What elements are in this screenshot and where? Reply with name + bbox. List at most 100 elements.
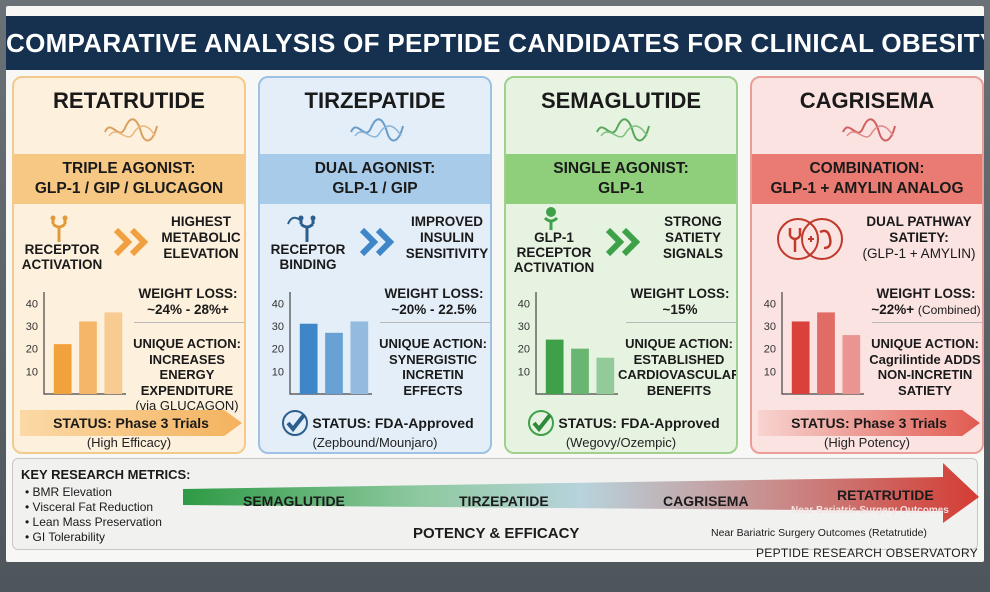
chart-bar xyxy=(104,312,123,394)
molecule-icon xyxy=(596,118,650,142)
status-subtext: (Zepbound/Mounjaro) xyxy=(312,435,438,450)
chart-axis xyxy=(535,292,618,395)
activation-line: BINDING xyxy=(279,257,337,272)
chart-bar xyxy=(299,323,318,394)
activation-line: RECEPTOR xyxy=(516,245,592,260)
mechanism-line: GLP-1 / GIP / GLUCAGON xyxy=(34,180,224,197)
chart-bar xyxy=(350,321,369,394)
unique-action-line: NON-INCRETIN xyxy=(877,367,973,382)
near-bariatric-note: Near Bariatric Surgery Outcomes (Retatru… xyxy=(711,527,927,539)
unique-action-line: Cagrilintide ADDS xyxy=(869,351,981,367)
unique-action-label: UNIQUE ACTION: Cagrilintide ADDS NON-INC… xyxy=(864,336,982,398)
y-tick-label: 30 xyxy=(26,321,38,333)
receptor-icon xyxy=(50,215,68,242)
weight-loss-title: WEIGHT LOSS: xyxy=(876,286,976,301)
weight-loss-value: ~15% xyxy=(662,302,698,317)
unique-action-line: INCREASES ENERGY xyxy=(149,351,225,383)
candidate-cards: RETATRUTIDE TRIPLE AGONIST: GLP-1 / GIP … xyxy=(10,76,984,456)
page-title: COMPARATIVE ANALYSIS OF PEPTIDE CANDIDAT… xyxy=(6,16,984,70)
weight-loss-title: WEIGHT LOSS: xyxy=(384,286,484,301)
mechanism-band: DUAL AGONIST: GLP-1 / GIP xyxy=(260,154,490,204)
weight-loss-value: ~20% - 22.5% xyxy=(391,302,477,317)
scale-label-tirzepatide: TIRZEPATIDE xyxy=(459,493,549,509)
activation-row: DUAL PATHWAY SATIETY: (GLP-1 + AMYLIN) xyxy=(752,206,982,278)
scale-axis-label: POTENCY & EFFICACY xyxy=(413,525,580,542)
molecule-icon xyxy=(104,118,158,142)
highlight-line: (GLP-1 + AMYLIN) xyxy=(862,246,976,261)
card-title: SEMAGLUTIDE xyxy=(540,88,702,113)
dual-pathway-icon xyxy=(777,218,843,260)
weight-loss-chart: 10 20 30 40 xyxy=(26,292,126,395)
infographic-frame: COMPARATIVE ANALYSIS OF PEPTIDE CANDIDAT… xyxy=(6,6,984,562)
chart-bar xyxy=(545,339,564,394)
y-tick-label: 40 xyxy=(518,298,530,310)
y-tick-label: 10 xyxy=(272,366,284,378)
list-item: Visceral Fat Reduction xyxy=(25,500,162,515)
list-item: GI Tolerability xyxy=(25,530,162,545)
y-tick-label: 30 xyxy=(764,321,776,333)
divider xyxy=(380,322,490,323)
unique-action-line: EXPENDITURE xyxy=(140,382,234,398)
y-tick-label: 10 xyxy=(518,366,530,378)
unique-action-line: CARDIOVASCULAR xyxy=(618,367,738,382)
chart-bar xyxy=(79,321,97,394)
activation-row: GLP-1 RECEPTOR ACTIVATION STRONG SATIETY… xyxy=(506,206,736,278)
mechanism-line: COMBINATION: xyxy=(809,160,925,177)
receptor-binding-icon xyxy=(287,215,316,242)
mechanism-line: GLP-1 xyxy=(598,180,644,197)
card-cagrisema: CAGRISEMA COMBINATION: GLP-1 + AMYLIN AN… xyxy=(750,76,984,454)
unique-action-line: SATIETY xyxy=(898,382,952,398)
chart-bar xyxy=(325,332,343,394)
unique-action-line: BENEFITS xyxy=(646,382,712,398)
activation-line: ACTIVATION xyxy=(21,257,103,272)
mechanism-line: SINGLE AGONIST: xyxy=(553,160,689,177)
highlight-text: IMPROVED INSULIN SENSITIVITY xyxy=(402,214,490,262)
unique-action-line: INCRETIN xyxy=(402,367,464,382)
chart-bar xyxy=(791,321,810,394)
potency-arrow xyxy=(183,463,979,523)
checkmark-icon xyxy=(528,410,554,436)
y-tick-label: 10 xyxy=(764,366,776,378)
card-title: RETATRUTIDE xyxy=(53,88,205,113)
mechanism-band: SINGLE AGONIST: GLP-1 xyxy=(506,154,736,204)
chart-axis xyxy=(781,292,864,395)
activation-label: GLP-1 RECEPTOR ACTIVATION xyxy=(506,230,602,275)
chart-bar xyxy=(53,344,72,394)
footer-credit: PEPTIDE RESEARCH OBSERVATORY xyxy=(755,546,978,560)
activation-line: RECEPTOR xyxy=(24,242,100,257)
scale-label-semaglutide: SEMAGLUTIDE xyxy=(243,493,345,509)
checkmark-icon xyxy=(282,410,308,436)
mechanism-band: COMBINATION: GLP-1 + AMYLIN ANALOG xyxy=(752,154,982,204)
highlight-line: SATIETY: xyxy=(889,230,949,245)
unique-action-line: EFFECTS xyxy=(403,382,463,398)
status-badge: STATUS: FDA-Approved xyxy=(558,415,720,431)
list-item: BMR Elevation xyxy=(25,485,162,500)
unique-action-line: UNIQUE ACTION: xyxy=(871,336,979,351)
mechanism-line: GLP-1 / GIP xyxy=(332,180,418,197)
near-bariatric-label: Near Bariatric Surgery Outcomes xyxy=(791,505,949,516)
chart-axis xyxy=(43,292,126,395)
highlight-text: DUAL PATHWAY SATIETY: (GLP-1 + AMYLIN) xyxy=(856,214,982,262)
unique-action-note: (via GLUCAGON) xyxy=(135,398,239,413)
scale-label-cagrisema: CAGRISEMA xyxy=(663,493,749,509)
activation-row: RECEPTOR BINDING IMPROVED INSULIN SENSIT… xyxy=(260,206,490,278)
unique-action-line: UNIQUE ACTION: xyxy=(625,336,733,351)
highlight-line: SIGNALS xyxy=(662,246,723,261)
card-title: TIRZEPATIDE xyxy=(304,88,446,113)
highlight-line: STRONG xyxy=(664,214,722,229)
weight-loss-label: WEIGHT LOSS: ~22%+ (Combined) xyxy=(870,286,982,318)
weight-loss-chart: 10 20 30 40 xyxy=(518,292,618,395)
y-tick-label: 40 xyxy=(272,298,284,310)
y-tick-label: 30 xyxy=(272,321,284,333)
divider xyxy=(626,322,736,323)
status-subtext: (High Efficacy) xyxy=(86,435,172,450)
highlight-line: SATIETY xyxy=(664,230,721,245)
glp1-receptor-icon xyxy=(543,207,559,230)
status-subtext: (High Potency) xyxy=(824,435,910,450)
weight-loss-chart: 10 20 30 40 xyxy=(764,292,864,395)
unique-action-line: UNIQUE ACTION: xyxy=(133,336,241,351)
status-subtext: (Wegovy/Ozempic) xyxy=(565,435,677,450)
divider xyxy=(872,322,982,323)
weight-loss-chart: 10 20 30 40 xyxy=(272,292,372,395)
card-retatrutide: RETATRUTIDE TRIPLE AGONIST: GLP-1 / GIP … xyxy=(12,76,246,454)
